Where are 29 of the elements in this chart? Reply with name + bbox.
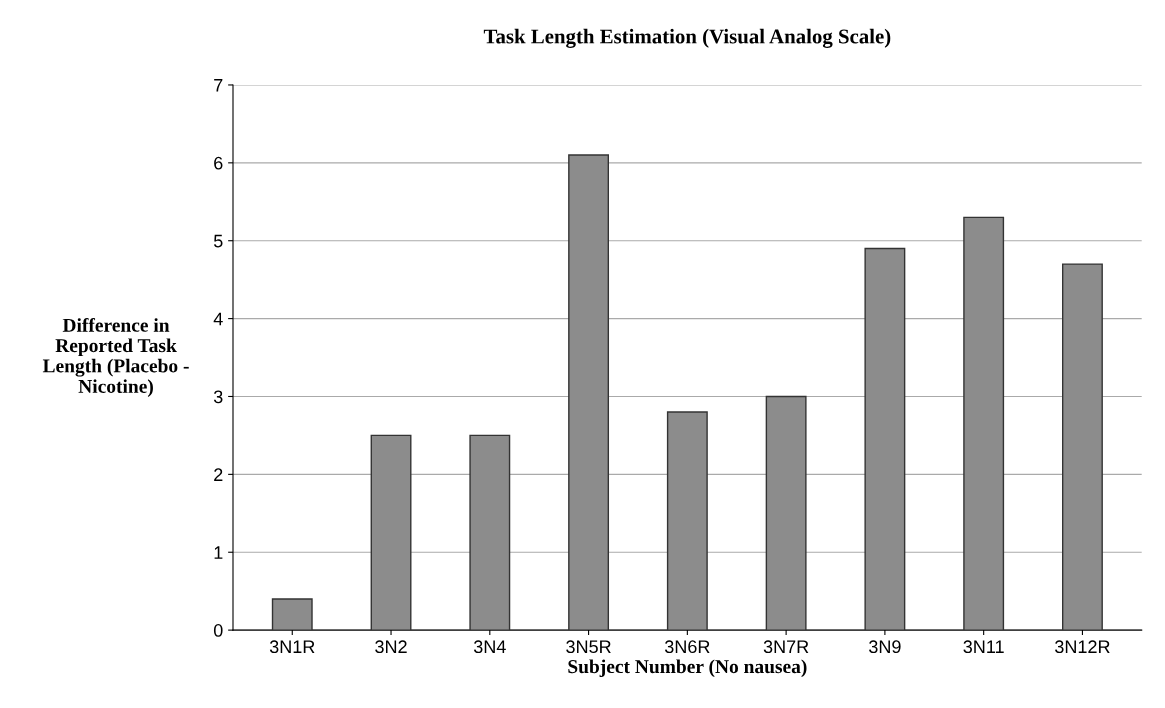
chart-title: Task Length Estimation (Visual Analog Scale) [483,28,891,48]
bar [765,395,807,631]
bar [568,154,610,631]
x-tick-label: 3N11 [963,640,1004,654]
bar [666,411,708,631]
bar [864,247,906,631]
y-axis-title: Difference in Reported Task Length (Placebo - Nicotine) [42,317,189,397]
bar [370,434,412,631]
x-tick-label: 3N5R [566,640,611,654]
x-tick-label: 3N7R [763,640,809,654]
y-tick-label: 1 [214,546,223,559]
bar [1061,263,1103,631]
x-tick-label: 3N9 [869,640,901,654]
y-tick-label: 3 [213,390,223,404]
bar [469,434,511,631]
y-tick-label: 7 [214,79,223,92]
y-tick-label: 2 [214,468,223,481]
y-tick-label: 4 [213,312,223,326]
x-tick-label: 3N2 [375,640,407,654]
x-tick-label: 3N12R [1055,640,1110,654]
y-tick-label: 6 [214,156,223,170]
x-axis-title: Subject Number (No nausea) [568,659,807,678]
x-tick-label: 3N6R [664,640,710,654]
y-tick-label: 0 [213,624,223,637]
bar [963,216,1005,631]
x-tick-label: 3N4 [473,640,506,654]
x-tick-label: 3N1R [269,640,315,654]
bar [271,598,313,631]
y-tick-label: 5 [213,234,223,248]
